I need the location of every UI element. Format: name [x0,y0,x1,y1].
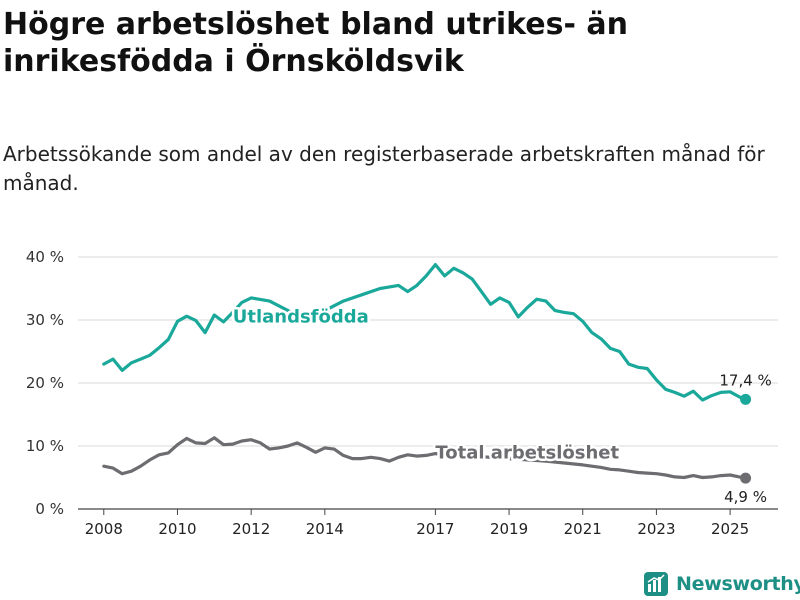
brand-name: Newsworthy [676,573,800,595]
y-tick-label: 20 % [26,374,64,392]
series-end-point [740,472,752,484]
series-labels: 17,4 % Utlandsfödda 4,9 % Total arbetslöshe… [230,304,772,506]
end-value-label: 4,9 % [724,488,767,506]
x-tick-label: 2019 [490,520,528,538]
x-tick-label: 2008 [85,520,123,538]
series-end-point [740,393,752,405]
x-tick-label: 2021 [564,520,602,538]
y-axis-ticks: 0 % 10 % 20 % 30 % 40 % [26,248,64,518]
y-tick-label: 0 % [35,500,64,518]
x-tick-label: 2012 [232,520,270,538]
y-tick-label: 30 % [26,311,64,329]
series-name-label: Total arbetslöshet [435,443,619,464]
series-line-foreign-born [102,263,748,402]
x-tick-label: 2014 [306,520,344,538]
x-tick-label: 2025 [711,520,749,538]
grid-lines [78,256,778,510]
newsworthy-logo-icon [644,572,668,596]
end-value-label: 17,4 % [719,371,771,389]
y-tick-label: 10 % [26,437,64,455]
chart-subtitle: Arbetssökande som andel av den registerb… [3,142,765,195]
y-tick-label: 40 % [26,248,64,266]
x-tick-label: 2023 [637,520,675,538]
x-axis-ticks: 2008 2010 2012 2014 2017 2019 2021 2023 2025 [85,509,749,538]
brand-logo[interactable]: Newsworthy [644,570,800,598]
x-tick-label: 2010 [158,520,196,538]
series-line-total [102,436,748,480]
x-tick-label: 2017 [416,520,454,538]
chart-title: Högre arbetslöshet bland utrikes- än inr… [3,7,628,79]
series-name-label: Utlandsfödda [233,307,369,328]
series-lines [102,263,752,484]
